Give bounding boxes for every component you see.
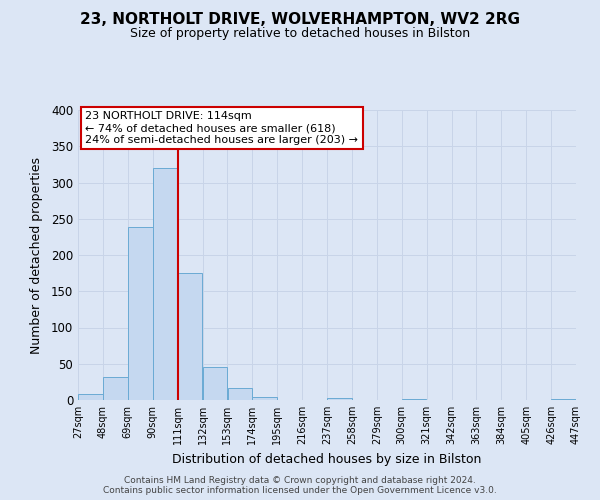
Text: 23, NORTHOLT DRIVE, WOLVERHAMPTON, WV2 2RG: 23, NORTHOLT DRIVE, WOLVERHAMPTON, WV2 2…	[80, 12, 520, 28]
Bar	[78, 394, 103, 400]
Bar	[178, 273, 202, 400]
Bar	[551, 398, 576, 400]
Bar	[103, 377, 128, 400]
Text: Contains public sector information licensed under the Open Government Licence v3: Contains public sector information licen…	[103, 486, 497, 495]
Bar	[153, 168, 178, 400]
Text: Size of property relative to detached houses in Bilston: Size of property relative to detached ho…	[130, 28, 470, 40]
Bar	[128, 228, 152, 400]
Bar	[203, 368, 227, 400]
Bar	[253, 397, 277, 400]
X-axis label: Distribution of detached houses by size in Bilston: Distribution of detached houses by size …	[172, 452, 482, 466]
Bar	[327, 398, 352, 400]
Text: 23 NORTHOLT DRIVE: 114sqm
← 74% of detached houses are smaller (618)
24% of semi: 23 NORTHOLT DRIVE: 114sqm ← 74% of detac…	[85, 112, 358, 144]
Bar	[227, 388, 252, 400]
Y-axis label: Number of detached properties: Number of detached properties	[29, 156, 43, 354]
Text: Contains HM Land Registry data © Crown copyright and database right 2024.: Contains HM Land Registry data © Crown c…	[124, 476, 476, 485]
